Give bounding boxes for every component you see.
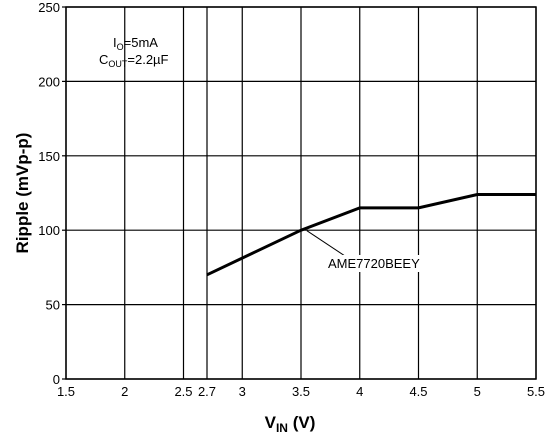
y-tick-label: 250	[38, 0, 60, 15]
x-axis-ticks: 1.5 2 2.5 2.7 3 3.5 4 4.5 5 5.5	[57, 384, 545, 399]
y-tick-label: 0	[53, 372, 60, 387]
y-tick-label: 150	[38, 149, 60, 164]
series-layer	[206, 193, 536, 277]
series-label-group: AME7720BEEY	[306, 230, 431, 272]
y-axis-title: Ripple (mVp-p)	[13, 133, 32, 254]
series-label-background	[325, 255, 431, 272]
conditions-annotation: IO=5mA COUT=2.2µF	[99, 35, 169, 69]
y-axis-ticks: 0 50 100 150 200 250	[38, 0, 66, 387]
x-tick-label: 5.5	[527, 384, 545, 399]
x-tick-label: 5	[474, 384, 481, 399]
condition-cout: COUT=2.2µF	[99, 52, 169, 69]
condition-io: IO=5mA	[113, 35, 158, 52]
x-axis-title: VIN (V)	[265, 413, 316, 435]
series-line-ame7720beey	[206, 193, 536, 277]
x-tick-label: 2.7	[198, 384, 216, 399]
x-tick-label: 1.5	[57, 384, 75, 399]
series-label: AME7720BEEY	[328, 256, 420, 271]
y-tick-label: 50	[46, 298, 60, 313]
x-tick-label: 4.5	[409, 384, 427, 399]
x-tick-label: 2.5	[174, 384, 192, 399]
x-tick-label: 4	[356, 384, 363, 399]
x-tick-label: 3	[239, 384, 246, 399]
x-tick-label: 2	[121, 384, 128, 399]
series-label-leader	[306, 230, 346, 257]
y-tick-label: 200	[38, 74, 60, 89]
x-tick-label: 3.5	[292, 384, 310, 399]
y-tick-label: 100	[38, 223, 60, 238]
